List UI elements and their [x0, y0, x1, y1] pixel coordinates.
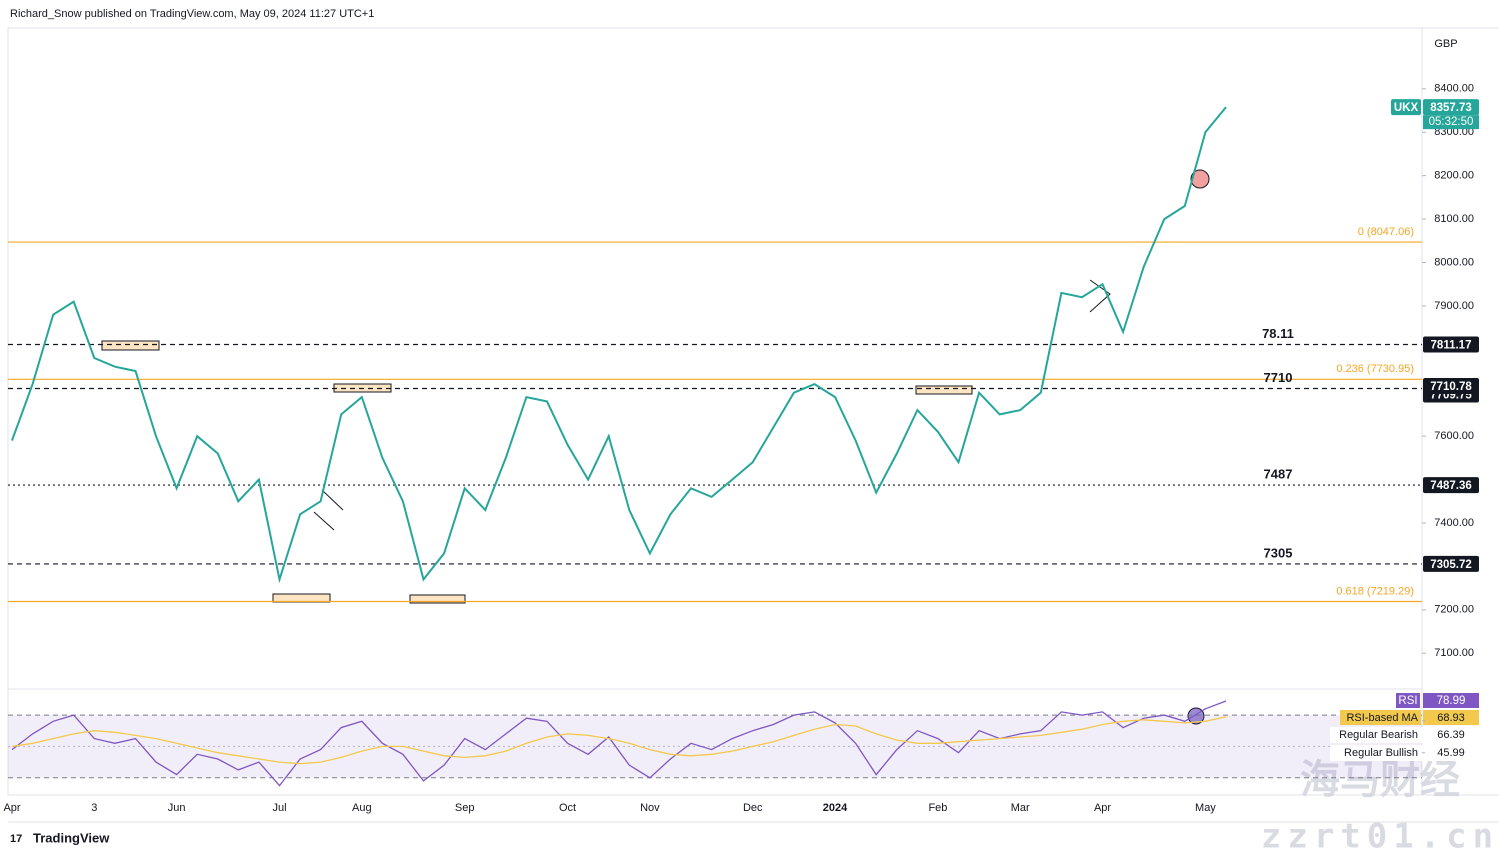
legend-entry: Regular Bullish: [1344, 747, 1418, 759]
legend-bg: [1330, 727, 1498, 743]
y-tick-label: 7200.00: [1434, 604, 1474, 616]
header: Richard_Snow published on TradingView.co…: [10, 8, 374, 20]
y-tick-label: 8100.00: [1434, 213, 1474, 225]
price-tag-bg: [1423, 378, 1479, 395]
x-tick-label: Feb: [928, 802, 947, 814]
y-tick-label: 7400.00: [1434, 517, 1474, 529]
price-tag-bg: [1423, 555, 1479, 572]
y-tick-label: 7900.00: [1434, 300, 1474, 312]
annotation-box: [409, 594, 466, 604]
rsi-ma-value-bg: [1423, 710, 1479, 725]
logo: 17 TradingView: [10, 830, 110, 845]
level-label: 7710: [1264, 370, 1293, 385]
level-label: 0 (8047.06): [1358, 226, 1414, 238]
price-line: [11, 106, 1227, 584]
rsi-label: RSI: [1398, 695, 1417, 707]
price-tag-bg: [1423, 336, 1479, 353]
x-tick-label: Mar: [1011, 802, 1030, 814]
rsi-value-bg: [1423, 693, 1479, 708]
legend-bg: [1330, 745, 1498, 761]
x-tick-label: 3: [91, 802, 97, 814]
price-tag: 7811.17: [1431, 339, 1472, 351]
price-tag-bg: [1423, 99, 1479, 116]
level-label: 7487: [1264, 467, 1293, 482]
annotation-circle: [1190, 169, 1210, 189]
x-tick-label: Oct: [559, 802, 576, 814]
price-tag: 7487.36: [1430, 480, 1472, 492]
pane-border: [7, 27, 1499, 796]
y-tick-label: 8200.00: [1434, 170, 1474, 182]
price-tag: 8357.73: [1430, 102, 1472, 114]
level-label: 0.618 (7219.29): [1336, 585, 1414, 597]
annotation-box: [915, 385, 973, 395]
x-tick-label: 2024: [823, 802, 848, 814]
annotation-lines: [313, 279, 1111, 531]
countdown: 05:32:50: [1429, 116, 1474, 128]
level-label: 78.11: [1262, 326, 1294, 341]
annotation-box: [272, 593, 331, 603]
y-tick-label: 8400.00: [1434, 83, 1474, 95]
rsi-value: 78.99: [1437, 695, 1466, 707]
level-label: 0.236 (7730.95): [1336, 363, 1414, 375]
legend-entry: Regular Bearish: [1339, 729, 1418, 741]
y-tick-label: 7600.00: [1434, 430, 1474, 442]
x-tick-label: Aug: [352, 802, 372, 814]
countdown-bg: [1423, 115, 1479, 130]
rsi-line: [11, 716, 1227, 765]
currency: GBP: [1434, 38, 1457, 50]
rsi-ma-value: 68.93: [1437, 712, 1465, 724]
watermark-title: 海马财经: [1300, 757, 1460, 803]
x-tick-label: Apr: [3, 802, 20, 814]
x-tick-label: Nov: [640, 802, 660, 814]
logo-mark: 17: [10, 833, 22, 845]
legend-bg: [1340, 710, 1421, 725]
legend-entry: RSI-based MA: [1346, 712, 1418, 724]
annotation-box: [101, 340, 160, 351]
y-tick-label: 8000.00: [1434, 256, 1474, 268]
x-tick-label: Sep: [455, 802, 475, 814]
symbol-tag: UKX: [1394, 102, 1419, 114]
x-tick-label: Jul: [272, 802, 286, 814]
footer: TradingView: [33, 830, 110, 845]
level-label: 7305: [1264, 545, 1293, 560]
x-tick-label: May: [1195, 802, 1216, 814]
rsi-line: [11, 700, 1227, 787]
price-tag: 7305.72: [1430, 559, 1472, 571]
price-tag: 7710.78: [1430, 381, 1472, 393]
price-tag-bg: [1423, 477, 1479, 494]
x-tick-label: Apr: [1094, 802, 1111, 814]
x-tick-label: Jun: [168, 802, 186, 814]
x-tick-label: Dec: [743, 802, 763, 814]
y-tick-label: 7100.00: [1434, 647, 1474, 659]
rsi-label-bg: [1396, 693, 1420, 708]
watermark-site: zzrt01.cn: [1261, 817, 1499, 857]
divergence-value: 45.99: [1437, 747, 1465, 759]
divergence-value: 66.39: [1437, 729, 1465, 741]
symbol-tag-bg: [1391, 99, 1421, 116]
